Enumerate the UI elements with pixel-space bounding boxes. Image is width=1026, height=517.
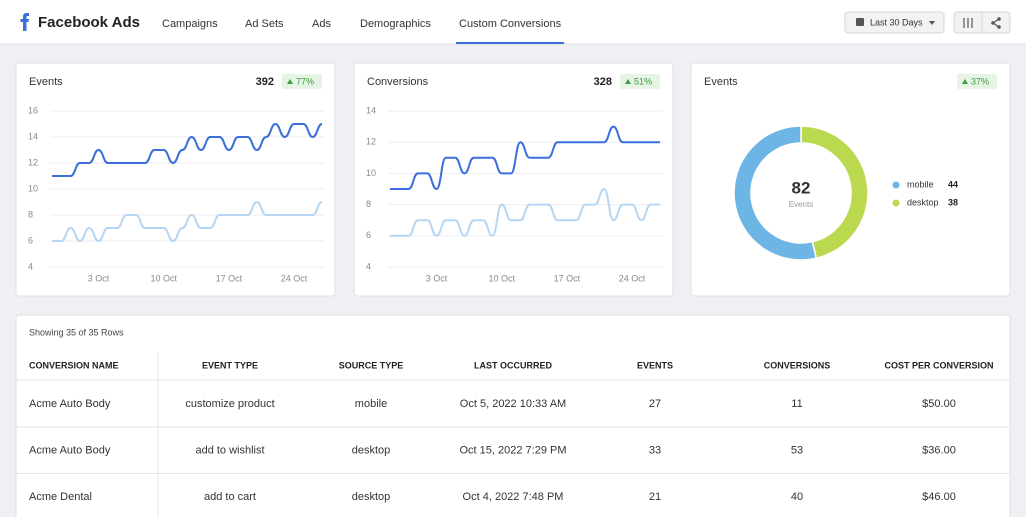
y-tick-label: 6 xyxy=(28,235,33,245)
legend-label: desktop xyxy=(907,197,939,207)
app-title: Facebook Ads xyxy=(38,14,140,31)
table-cell: 53 xyxy=(791,444,803,456)
tabs: Campaigns Ad Sets Ads Demographics Custom Co… xyxy=(162,18,565,44)
share-dot xyxy=(997,17,1001,21)
change-badge xyxy=(620,74,660,89)
tab[interactable]: Custom Conversions xyxy=(459,18,562,30)
table-cell: 21 xyxy=(649,491,661,503)
change-badge xyxy=(282,74,322,89)
legend-swatch xyxy=(892,181,900,189)
column-header: CONVERSIONS xyxy=(764,360,831,370)
table-cell: 33 xyxy=(649,444,661,456)
tab[interactable]: Ad Sets xyxy=(245,18,284,30)
table-cell: 11 xyxy=(791,398,802,410)
table-cell: mobile xyxy=(355,398,387,410)
y-tick-label: 14 xyxy=(28,131,38,141)
tab[interactable]: Demographics xyxy=(360,18,431,30)
table-cell: Oct 5, 2022 10:33 AM xyxy=(460,398,566,410)
card-total: 328 xyxy=(594,76,612,88)
table-caption: Showing 35 of 35 Rows xyxy=(29,327,124,337)
table-cell: 27 xyxy=(649,398,661,410)
line-series xyxy=(51,122,323,177)
legend-label: mobile xyxy=(907,179,934,189)
date-range[interactable]: Last 30 Days xyxy=(870,17,923,27)
table-cell: 40 xyxy=(791,491,803,503)
card xyxy=(353,62,674,297)
column-header: LAST OCCURRED xyxy=(474,360,552,370)
x-tick-label: 17 Oct xyxy=(216,273,243,283)
x-tick-label: 10 Oct xyxy=(150,273,177,283)
caret xyxy=(929,21,935,25)
table-cell: Acme Auto Body xyxy=(29,444,111,456)
card-total: 392 xyxy=(256,76,274,88)
y-tick-label: 8 xyxy=(28,209,33,219)
tab[interactable]: Campaigns xyxy=(162,18,218,30)
y-tick-label: 12 xyxy=(28,157,38,167)
card-title: Conversions xyxy=(367,76,429,88)
x-tick-label: 3 Oct xyxy=(426,273,448,283)
up-arrow xyxy=(962,79,968,84)
donut-total-label: Events xyxy=(789,200,813,209)
line-series xyxy=(390,187,661,237)
y-tick-label: 8 xyxy=(366,199,371,209)
column-header: EVENTS xyxy=(637,360,673,370)
donut-segment xyxy=(733,125,818,261)
up-arrow xyxy=(625,79,631,84)
table: CONVERSION NAME EVENT TYPE SOURCE TYPE LAST… xyxy=(16,360,1010,503)
legend-value: 38 xyxy=(948,197,958,207)
y-tick-label: 16 xyxy=(28,105,38,115)
table-cell: add to wishlist xyxy=(195,444,264,456)
y-tick-label: 12 xyxy=(366,137,376,147)
up-arrow xyxy=(287,79,293,84)
facebook-logo xyxy=(20,13,29,31)
x-tick-label: 3 Oct xyxy=(88,273,110,283)
change-value: 37% xyxy=(971,76,989,86)
x-tick-label: 24 Oct xyxy=(281,273,308,283)
y-tick-label: 4 xyxy=(28,261,33,271)
table-cell: Acme Auto Body xyxy=(29,398,111,410)
change-badge xyxy=(957,74,997,89)
change-value: 51% xyxy=(634,76,652,86)
table-cell: Oct 4, 2022 7:48 PM xyxy=(463,491,564,503)
line-series xyxy=(389,125,660,191)
calendar-icon xyxy=(856,18,864,26)
donut-total: 82 xyxy=(792,178,811,197)
table-cell: $36.00 xyxy=(922,444,956,456)
column-header: SOURCE TYPE xyxy=(339,360,404,370)
card xyxy=(15,62,336,297)
legend-swatch xyxy=(892,199,900,207)
table-cell: desktop xyxy=(352,444,391,456)
y-tick-label: 6 xyxy=(366,230,371,240)
table-cell: Acme Dental xyxy=(29,491,92,503)
table-cell: Oct 15, 2022 7:29 PM xyxy=(459,444,566,456)
line-series xyxy=(52,200,323,243)
share-dot xyxy=(997,25,1001,29)
table-cell: customize product xyxy=(185,398,274,410)
table-cell: $50.00 xyxy=(922,398,956,410)
column-header: COST PER CONVERSION xyxy=(884,360,993,370)
table-cell: $46.00 xyxy=(922,491,956,503)
y-tick-label: 10 xyxy=(28,183,38,193)
column-header: CONVERSION NAME xyxy=(29,360,119,370)
x-tick-label: 24 Oct xyxy=(619,273,646,283)
table-card xyxy=(15,314,1011,517)
legend-value: 44 xyxy=(948,179,958,189)
table-cell: add to cart xyxy=(204,491,256,503)
x-tick-label: 17 Oct xyxy=(554,273,581,283)
tab[interactable]: Ads xyxy=(312,18,331,30)
card-title: Events xyxy=(29,76,63,88)
date-range-button[interactable] xyxy=(844,11,945,34)
table-cell: desktop xyxy=(352,491,391,503)
y-tick-label: 4 xyxy=(366,261,371,271)
cards: Events 77% 392 4 6 8 10 12 14 16 3 Oct 10 Oct 17 Oct… xyxy=(15,62,1011,297)
filter-icon[interactable] xyxy=(963,18,973,28)
y-tick-label: 10 xyxy=(366,168,376,178)
y-tick-label: 14 xyxy=(366,105,376,115)
change-value: 77% xyxy=(296,76,314,86)
card-title: Events xyxy=(704,76,738,88)
column-header: EVENT TYPE xyxy=(202,360,258,370)
share-dot xyxy=(991,21,995,25)
x-tick-label: 10 Oct xyxy=(488,273,515,283)
